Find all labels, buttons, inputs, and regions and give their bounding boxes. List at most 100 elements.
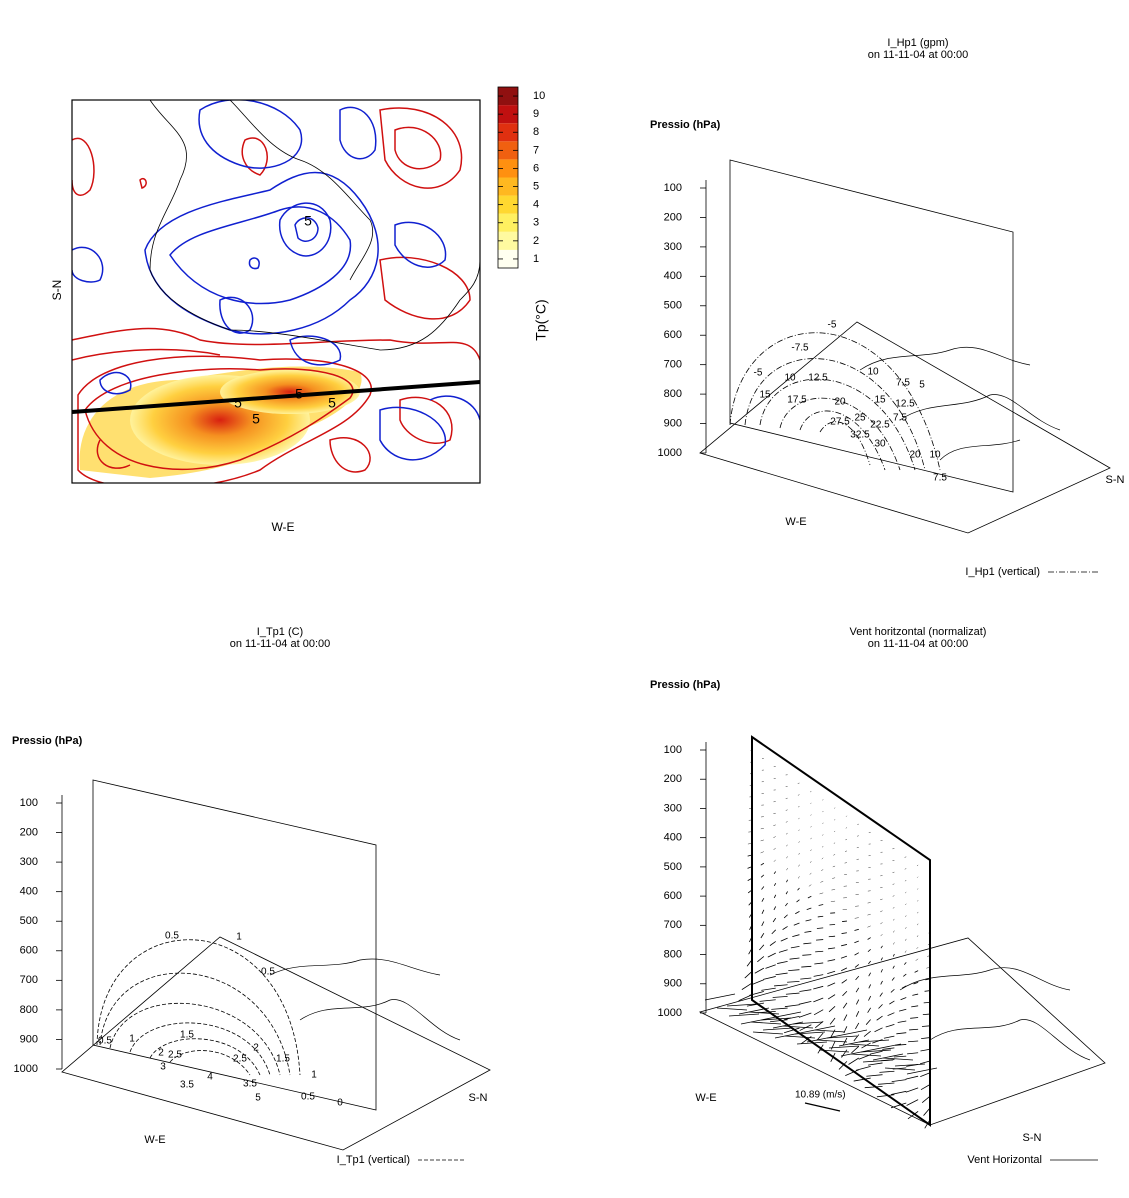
chart-title: I_Tp1 (C) xyxy=(257,626,303,638)
contour-label: 22.5 xyxy=(870,420,890,431)
wind-arrow xyxy=(860,1049,892,1053)
wind-arrow xyxy=(760,1017,792,1021)
wind-arrow xyxy=(716,1007,748,1011)
wind-arrow xyxy=(760,862,765,866)
wind-arrow xyxy=(836,1029,868,1037)
y-tick-label: 1000 xyxy=(14,1063,38,1075)
wind-arrow xyxy=(797,782,800,784)
wind-arrow xyxy=(774,1031,806,1039)
contour-label: 0.5 xyxy=(165,931,179,942)
colorbar-tick-label: 9 xyxy=(533,108,539,120)
wind-arrow xyxy=(855,987,860,993)
wind-arrow xyxy=(911,1005,919,1008)
y-tick-label: 500 xyxy=(20,915,38,927)
wind-arrow xyxy=(827,982,836,987)
wind-arrow xyxy=(929,873,931,875)
wind-arrow xyxy=(798,817,800,820)
legend-label: Vent Horizontal xyxy=(967,1154,1042,1166)
wind-arrow xyxy=(892,883,895,885)
wind-arrow xyxy=(864,1085,883,1089)
colorbar-cell xyxy=(498,105,518,124)
contour-label: 2.5 xyxy=(233,1054,247,1065)
wind-arrow xyxy=(828,947,836,950)
wind-arrow xyxy=(916,947,919,949)
wind-arrow xyxy=(892,895,895,897)
y-tick-label: 800 xyxy=(20,1004,38,1016)
wind-arrow xyxy=(905,938,907,941)
y-tick-label: 600 xyxy=(20,945,38,957)
wind-arrow xyxy=(810,861,812,863)
wind-arrow xyxy=(921,1095,931,1103)
colorbar-label: Tp(°C) xyxy=(533,299,549,340)
wind-arrow xyxy=(805,919,812,922)
wind-arrow xyxy=(834,819,836,821)
wind-arrow xyxy=(929,908,931,910)
wind-arrow xyxy=(858,1039,890,1043)
wind-arrow xyxy=(913,981,919,985)
wind-arrow xyxy=(840,955,848,959)
y-tick-label: 900 xyxy=(664,978,682,990)
wind-arrow xyxy=(728,1013,760,1017)
wind-arrow xyxy=(761,886,765,890)
wind-arrow xyxy=(867,948,871,953)
wind-arrow xyxy=(890,1090,907,1095)
wind-arrow xyxy=(784,1016,800,1020)
wind-arrow xyxy=(920,1048,931,1052)
y-tick-label: 500 xyxy=(664,300,682,312)
wind-arrow xyxy=(761,987,776,991)
wind-arrow xyxy=(905,927,907,929)
wind-arrow xyxy=(786,856,788,859)
wind-arrow xyxy=(874,1027,883,1033)
wind-arrow xyxy=(876,1094,895,1098)
contour-label: 7.5 xyxy=(893,413,907,424)
colorbar-frame xyxy=(497,86,519,269)
wind-arrow xyxy=(778,949,788,953)
wind-arrow xyxy=(892,871,895,873)
wind-arrow xyxy=(891,977,895,981)
contour-label: 7.5 xyxy=(933,473,947,484)
y-tick-label: 100 xyxy=(664,182,682,194)
wind-arrow xyxy=(814,1029,846,1033)
wind-arrow xyxy=(773,836,776,838)
contour-label: 20 xyxy=(909,450,921,461)
wind-arrow xyxy=(867,1007,872,1013)
wind-arrow xyxy=(838,1061,848,1070)
wind-arrow xyxy=(760,839,764,842)
wind-arrow xyxy=(785,832,788,835)
section-line xyxy=(72,380,480,414)
wind-arrow xyxy=(773,894,777,899)
wind-arrow xyxy=(775,972,788,976)
wind-arrow xyxy=(893,1055,907,1058)
wind-arrow xyxy=(904,950,907,953)
chart-subtitle: on 11-11-04 at 00:00 xyxy=(230,638,331,650)
wind-arrow xyxy=(771,1007,788,1010)
wind-arrow xyxy=(928,931,931,934)
wind-arrow xyxy=(813,974,824,977)
wind-arrow xyxy=(853,1034,860,1042)
contour-label: 0.5 xyxy=(98,1036,112,1047)
wind-arrow xyxy=(783,914,788,919)
wind-arrow xyxy=(922,1013,931,1015)
wind-arrow xyxy=(810,837,812,840)
wind-arrow xyxy=(891,1079,907,1082)
wind-arrow xyxy=(782,1025,814,1029)
wind-arrow xyxy=(808,884,812,887)
wind-arrow xyxy=(750,1021,782,1025)
wind-arrow xyxy=(797,887,800,891)
wind-arrow xyxy=(834,830,836,833)
wind-arrow xyxy=(829,1017,836,1025)
wind-arrow xyxy=(892,953,895,957)
wind-arrow xyxy=(798,841,800,843)
wind-arrow xyxy=(882,1047,895,1050)
wind-arrow xyxy=(893,942,895,945)
wind-arrow xyxy=(854,928,859,931)
wind-arrow xyxy=(773,882,777,887)
wind-arrow xyxy=(869,1050,883,1055)
contour-label: 7.5 xyxy=(896,378,910,389)
wind-arrow xyxy=(866,1074,883,1077)
wind-arrow xyxy=(796,1041,828,1045)
wind-arrow xyxy=(917,888,919,890)
wind-arrow xyxy=(814,962,824,965)
wind-arrow xyxy=(880,887,883,889)
wind-arrow xyxy=(854,917,859,919)
